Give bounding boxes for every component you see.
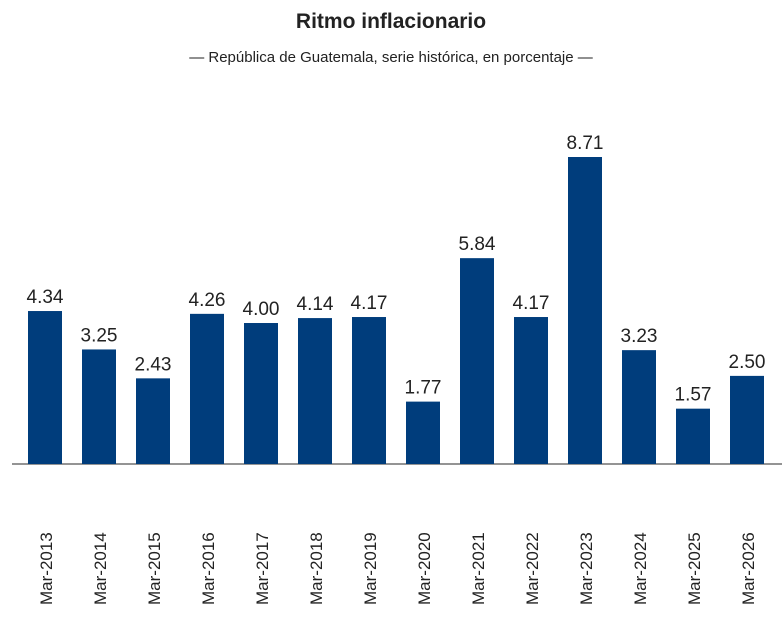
x-tick-label: Mar-2026 [739,532,758,605]
data-label: 8.71 [567,133,604,154]
x-tick-label: Mar-2025 [685,532,704,605]
bar [28,311,62,464]
bar [622,350,656,464]
x-tick-label: Mar-2018 [307,532,326,605]
x-tick-label: Mar-2013 [37,532,56,605]
bar [568,157,602,464]
data-label: 1.77 [405,378,442,399]
data-label: 1.57 [675,385,712,406]
bar [190,313,224,464]
x-tick-label: Mar-2016 [199,532,218,605]
bar [676,408,710,464]
bar [82,349,116,464]
data-label: 4.14 [297,294,334,315]
bar [730,375,764,464]
data-label: 4.00 [243,299,280,320]
data-label: 4.34 [27,287,64,308]
x-tick-label: Mar-2015 [145,532,164,605]
x-tick-label: Mar-2019 [361,532,380,605]
data-label: 2.43 [135,354,172,375]
data-label: 4.26 [189,290,226,311]
bar [136,378,170,464]
x-tick-label: Mar-2020 [415,532,434,605]
chart-title: Ritmo inflacionario [296,10,486,33]
data-label: 4.17 [513,293,550,314]
x-tick-label: Mar-2021 [469,532,488,605]
chart-subtitle: — República de Guatemala, serie históric… [189,49,593,66]
data-label: 3.25 [81,325,118,346]
data-label: 3.23 [621,326,658,347]
data-label: 4.17 [351,293,388,314]
bar [406,401,440,464]
bar [244,323,278,464]
x-tick-label: Mar-2022 [523,532,542,605]
bar [352,317,386,464]
x-tick-label: Mar-2023 [577,532,596,605]
bar [298,318,332,464]
x-tick-label: Mar-2017 [253,532,272,605]
x-tick-label: Mar-2014 [91,532,110,605]
x-tick-label: Mar-2024 [631,532,650,605]
bar [514,317,548,464]
data-label: 5.84 [459,234,496,255]
data-label: 2.50 [729,352,766,373]
bar [460,258,494,464]
